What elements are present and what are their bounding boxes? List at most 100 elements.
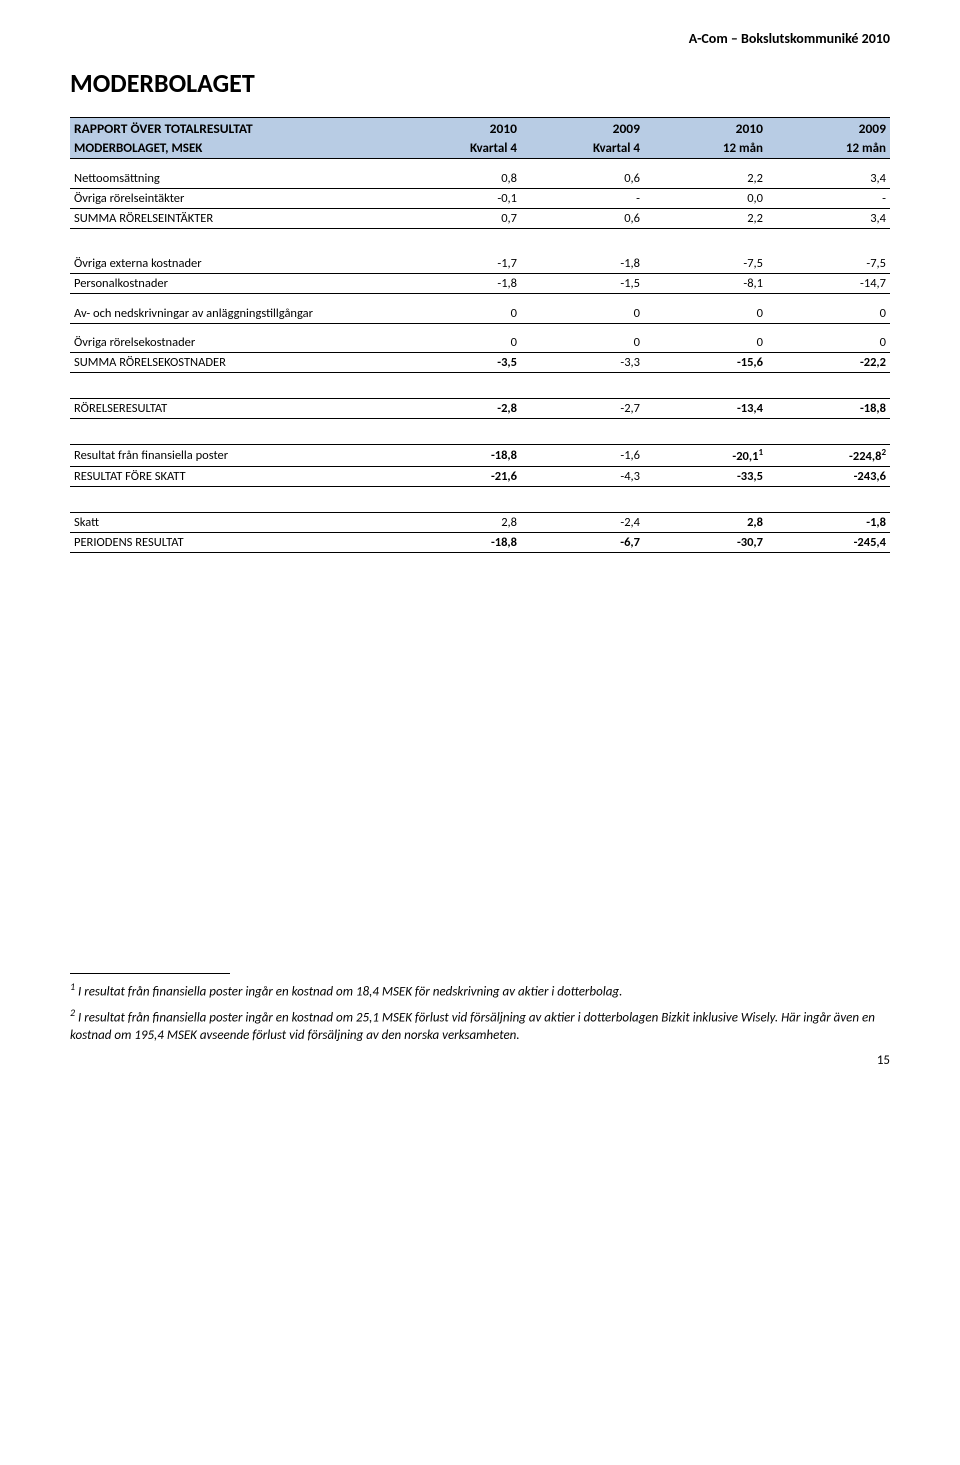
row-label: RÖRELSERESULTAT [70, 399, 398, 419]
row-val: -33,5 [644, 467, 767, 487]
row-val: 3,4 [767, 208, 890, 228]
row-val: -1,6 [521, 445, 644, 467]
row-val: -7,5 [644, 254, 767, 274]
row-val: -18,8 [767, 399, 890, 419]
table-row: SUMMA RÖRELSEKOSTNADER -3,5 -3,3 -15,6 -… [70, 353, 890, 373]
header-col: 2009 [521, 118, 644, 140]
header-col: 2010 [644, 118, 767, 140]
row-val: -2,8 [398, 399, 521, 419]
row-val: 2,2 [644, 169, 767, 189]
table-row: RESULTAT FÖRE SKATT -21,6 -4,3 -33,5 -24… [70, 467, 890, 487]
footnotes-block: 1 I resultat från finansiella poster ing… [70, 973, 890, 1045]
table-header-row-2: MODERBOLAGET, MSEK Kvartal 4 Kvartal 4 1… [70, 139, 890, 159]
row-val: 0,6 [521, 169, 644, 189]
document-header: A-Com – Bokslutskommuniké 2010 [70, 30, 890, 47]
row-val: 0,0 [644, 188, 767, 208]
row-val: 3,4 [767, 169, 890, 189]
row-val: -30,7 [644, 533, 767, 553]
row-val: -4,3 [521, 467, 644, 487]
row-val: -20,11 [644, 445, 767, 467]
row-val: -13,4 [644, 399, 767, 419]
row-label: Av- och nedskrivningar av anläggningstil… [70, 304, 398, 324]
row-label: Övriga rörelseintäkter [70, 188, 398, 208]
row-val: -7,5 [767, 254, 890, 274]
header-col: 12 mån [767, 139, 890, 159]
row-val: -243,6 [767, 467, 890, 487]
footnote-2: 2 I resultat från finansiella poster ing… [70, 1006, 890, 1046]
row-val: -224,82 [767, 445, 890, 467]
header-label: MODERBOLAGET, MSEK [70, 139, 398, 159]
row-val: 0 [644, 304, 767, 324]
table-row: Personalkostnader -1,8 -1,5 -8,1 -14,7 [70, 274, 890, 294]
row-label: Nettoomsättning [70, 169, 398, 189]
row-label: Personalkostnader [70, 274, 398, 294]
row-val: -3,3 [521, 353, 644, 373]
table-row: PERIODENS RESULTAT -18,8 -6,7 -30,7 -245… [70, 533, 890, 553]
row-val: -0,1 [398, 188, 521, 208]
row-label: Övriga rörelsekostnader [70, 333, 398, 353]
footnote-marker: 2 [881, 447, 886, 458]
table-row: Övriga externa kostnader -1,7 -1,8 -7,5 … [70, 254, 890, 274]
table-row: Nettoomsättning 0,8 0,6 2,2 3,4 [70, 169, 890, 189]
header-col: 2009 [767, 118, 890, 140]
row-label: PERIODENS RESULTAT [70, 533, 398, 553]
row-val: -1,8 [767, 513, 890, 533]
row-val: -1,8 [398, 274, 521, 294]
header-col: 2010 [398, 118, 521, 140]
row-val: -1,8 [521, 254, 644, 274]
row-val: -22,2 [767, 353, 890, 373]
row-val: -1,5 [521, 274, 644, 294]
row-val: 0 [644, 333, 767, 353]
row-label: SUMMA RÖRELSEKOSTNADER [70, 353, 398, 373]
table-row: Övriga rörelseintäkter -0,1 - 0,0 - [70, 188, 890, 208]
footnote-separator [70, 973, 230, 974]
table-row: Övriga rörelsekostnader 0 0 0 0 [70, 333, 890, 353]
row-val: -15,6 [644, 353, 767, 373]
section-title: MODERBOLAGET [70, 67, 890, 99]
row-val: -8,1 [644, 274, 767, 294]
row-val: 0,7 [398, 208, 521, 228]
row-label: SUMMA RÖRELSEINTÄKTER [70, 208, 398, 228]
row-val: -21,6 [398, 467, 521, 487]
table-header-row-1: RAPPORT ÖVER TOTALRESULTAT 2010 2009 201… [70, 118, 890, 140]
page-number: 15 [70, 1053, 890, 1068]
row-val: 2,8 [644, 513, 767, 533]
table-row: RÖRELSERESULTAT -2,8 -2,7 -13,4 -18,8 [70, 399, 890, 419]
row-label: Övriga externa kostnader [70, 254, 398, 274]
row-val: -245,4 [767, 533, 890, 553]
row-val: -3,5 [398, 353, 521, 373]
row-val: 0 [767, 333, 890, 353]
row-val: 0,6 [521, 208, 644, 228]
header-label: RAPPORT ÖVER TOTALRESULTAT [70, 118, 398, 140]
header-col: Kvartal 4 [521, 139, 644, 159]
row-val: 0 [767, 304, 890, 324]
table-row: Skatt 2,8 -2,4 2,8 -1,8 [70, 513, 890, 533]
header-col: Kvartal 4 [398, 139, 521, 159]
row-val: -1,7 [398, 254, 521, 274]
row-val: -6,7 [521, 533, 644, 553]
row-val: - [521, 188, 644, 208]
row-val: -2,7 [521, 399, 644, 419]
header-col: 12 mån [644, 139, 767, 159]
table-row: Resultat från finansiella poster -18,8 -… [70, 445, 890, 467]
row-val: 2,2 [644, 208, 767, 228]
row-label: Skatt [70, 513, 398, 533]
financial-table: RAPPORT ÖVER TOTALRESULTAT 2010 2009 201… [70, 117, 890, 553]
row-val: -14,7 [767, 274, 890, 294]
table-row: Av- och nedskrivningar av anläggningstil… [70, 304, 890, 324]
table-row: SUMMA RÖRELSEINTÄKTER 0,7 0,6 2,2 3,4 [70, 208, 890, 228]
row-val: 0,8 [398, 169, 521, 189]
row-val: - [767, 188, 890, 208]
footnote-1: 1 I resultat från finansiella poster ing… [70, 980, 890, 1002]
row-val: 0 [521, 304, 644, 324]
row-label: RESULTAT FÖRE SKATT [70, 467, 398, 487]
row-val: -2,4 [521, 513, 644, 533]
row-label: Resultat från finansiella poster [70, 445, 398, 467]
row-val: 0 [521, 333, 644, 353]
footnote-marker: 1 [758, 447, 763, 458]
row-val: 0 [398, 333, 521, 353]
row-val: -18,8 [398, 445, 521, 467]
row-val: 0 [398, 304, 521, 324]
row-val: -18,8 [398, 533, 521, 553]
row-val: 2,8 [398, 513, 521, 533]
